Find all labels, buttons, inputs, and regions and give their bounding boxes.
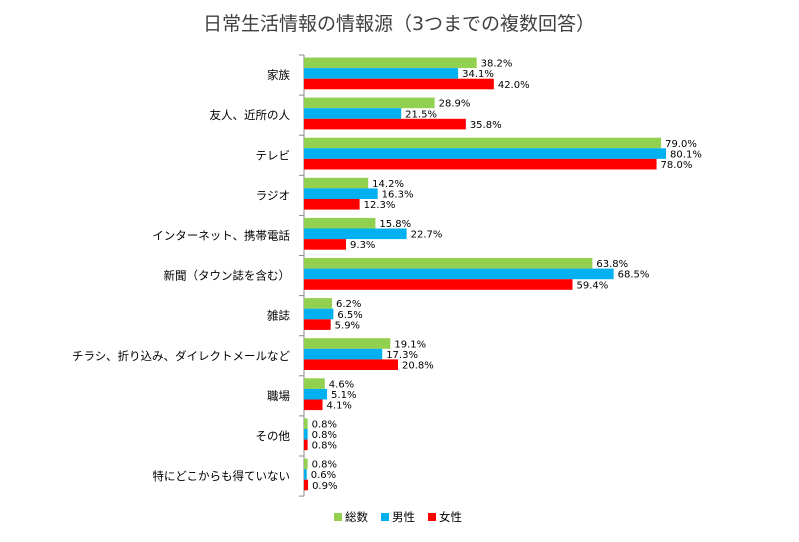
data-label: 59.4% [576,280,608,291]
data-label: 0.8% [312,441,337,452]
bar [304,217,376,229]
bar [304,97,435,109]
data-label: 4.6% [329,379,354,390]
legend-label: 女性 [439,510,462,524]
legend-swatch [428,513,436,521]
data-label: 15.8% [379,219,411,230]
category-label: ラジオ [256,188,290,202]
bar [304,158,657,170]
data-label: 63.8% [596,259,628,270]
bar [304,348,383,360]
legend-swatch [334,513,342,521]
bar [304,378,325,389]
data-label: 5.9% [335,320,360,331]
data-label: 79.0% [665,139,697,150]
bar [304,177,369,189]
data-label: 35.8% [470,120,502,131]
data-label: 9.3% [350,240,375,251]
data-label: 14.2% [372,179,404,190]
bar [304,268,614,280]
data-label: 4.1% [327,401,352,412]
legend-label: 男性 [392,510,415,524]
data-label: 38.2% [481,59,513,70]
data-label: 0.9% [312,481,337,492]
data-label: 0.8% [312,460,337,471]
bar [304,57,477,69]
data-label: 16.3% [382,190,414,201]
bar [304,108,402,119]
data-label: 42.0% [498,80,530,91]
category-label: インターネット、携帯電話 [152,228,290,242]
bar [304,399,323,411]
data-label: 0.6% [311,470,336,481]
data-label: 28.9% [439,99,471,110]
category-label: 家族 [267,68,290,82]
category-label: 友人、近所の人 [210,108,291,122]
bar [304,338,391,349]
category-label: 新聞（タウン誌を含む） [164,269,291,283]
bar [304,148,667,159]
bar [304,228,407,240]
bar [304,469,307,480]
bar [304,319,331,330]
bar [304,118,466,130]
category-label: 職場 [267,389,290,403]
bar [304,298,333,309]
bar [304,68,459,79]
bar [304,279,573,290]
bar [304,418,308,429]
data-label: 19.1% [394,339,426,350]
data-label: 22.7% [411,230,443,241]
bar [304,239,347,250]
bar [304,479,309,491]
bar [304,439,308,451]
bar [304,78,494,90]
category-label: その他 [256,429,291,443]
bar [304,429,308,440]
legend-label: 総数 [345,510,368,524]
bar [304,199,360,210]
data-label: 68.5% [618,270,650,281]
data-label: 12.3% [364,200,396,211]
category-label: チラシ、折り込み、ダイレクトメールなど [72,349,291,363]
data-label: 0.8% [312,430,337,441]
bar [304,258,593,269]
plot-area: 家族 38.2%34.1% 42.0% 友人、近所の人 28.9%21.5% 35.8% テ… [72,54,702,497]
data-label: 6.5% [337,310,362,321]
data-label: 17.3% [386,350,418,361]
chart-title: 日常生活情報の情報源（3つまでの複数回答） [203,13,595,35]
bar [304,137,662,149]
category-label: テレビ [256,148,291,162]
category-label: 特にどこからも得ていない [152,469,290,483]
data-label: 5.1% [331,390,356,401]
data-label: 78.0% [661,160,693,171]
category-label: 雑誌 [267,309,290,323]
data-label: 80.1% [670,149,702,160]
legend: 総数 男性 女性 [334,510,462,524]
data-label: 6.2% [336,299,361,310]
data-label: 0.8% [312,420,337,431]
data-label: 21.5% [405,109,437,120]
data-label: 20.8% [402,361,434,372]
bar [304,359,399,370]
bar [304,188,378,199]
bar [304,458,308,470]
bar [304,308,334,320]
bar [304,388,328,400]
legend-swatch [381,513,389,521]
data-label: 34.1% [462,69,494,80]
